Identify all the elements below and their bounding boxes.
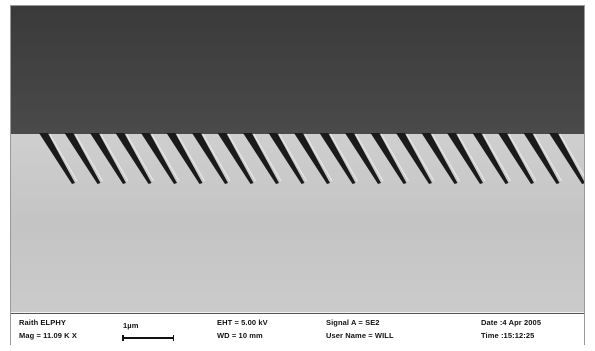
grating-groove: [64, 133, 101, 184]
grating-groove: [294, 133, 330, 184]
grating-groove: [115, 133, 152, 184]
grating-groove: [549, 133, 584, 184]
grating-groove: [498, 133, 534, 184]
time-label: Time :15:12:25: [481, 331, 535, 340]
groove-edge-highlight: [202, 133, 231, 182]
groove-edge-highlight: [559, 133, 584, 178]
grating-groove: [217, 133, 254, 184]
scale-bar: [122, 335, 174, 341]
grating-groove: [319, 133, 356, 184]
magnification-label: Mag = 11.09 K X: [19, 331, 77, 340]
sem-image-frame: Raith ELPHY Mag = 11.09 K X 1µm EHT = 5.…: [10, 5, 585, 345]
grating-groove: [166, 133, 203, 184]
grating-groove: [396, 133, 432, 184]
wd-label: WD = 10 mm: [217, 331, 263, 340]
grating-groove: [39, 133, 75, 184]
groove-edge-highlight: [355, 133, 384, 182]
groove-edge-highlight: [100, 133, 129, 182]
grating-groove: [141, 133, 177, 184]
sem-micrograph: [11, 6, 584, 312]
groove-edge-highlight: [176, 133, 206, 182]
groove-edge-highlight: [74, 133, 104, 182]
grating-groove: [472, 133, 509, 184]
groove-edge-highlight: [151, 133, 180, 182]
sem-info-bar: Raith ELPHY Mag = 11.09 K X 1µm EHT = 5.…: [11, 313, 584, 345]
grating-grooves: [39, 133, 584, 184]
groove-edge-highlight: [253, 133, 282, 182]
groove-edge-highlight: [380, 133, 410, 182]
scale-bar-label: 1µm: [123, 321, 139, 330]
groove-edge-highlight: [533, 133, 563, 182]
grating-groove: [90, 133, 126, 184]
groove-edge-highlight: [49, 133, 78, 182]
groove-edge-highlight: [406, 133, 435, 182]
grating-groove: [345, 133, 381, 184]
grating-groove: [421, 133, 458, 184]
grating-groove: [243, 133, 279, 184]
date-label: Date :4 Apr 2005: [481, 318, 542, 327]
vacuum-region: [11, 6, 584, 134]
signal-label: Signal A = SE2: [326, 318, 380, 327]
groove-edge-highlight: [125, 133, 155, 182]
eht-label: EHT = 5.00 kV: [217, 318, 268, 327]
grating-groove: [192, 133, 228, 184]
groove-edge-highlight: [482, 133, 512, 182]
substrate-region: [11, 134, 584, 312]
system-label: Raith ELPHY: [19, 318, 66, 327]
grating-groove: [523, 133, 560, 184]
grating-groove: [370, 133, 407, 184]
groove-edge-highlight: [329, 133, 359, 182]
groove-edge-highlight: [457, 133, 486, 182]
groove-edge-highlight: [304, 133, 333, 182]
user-name-label: User Name = WILL: [326, 331, 394, 340]
groove-edge-highlight: [508, 133, 537, 182]
groove-edge-highlight: [431, 133, 461, 182]
groove-edge-highlight: [227, 133, 257, 182]
grating-groove: [268, 133, 305, 184]
groove-edge-highlight: [278, 133, 308, 182]
grating-groove: [447, 133, 483, 184]
